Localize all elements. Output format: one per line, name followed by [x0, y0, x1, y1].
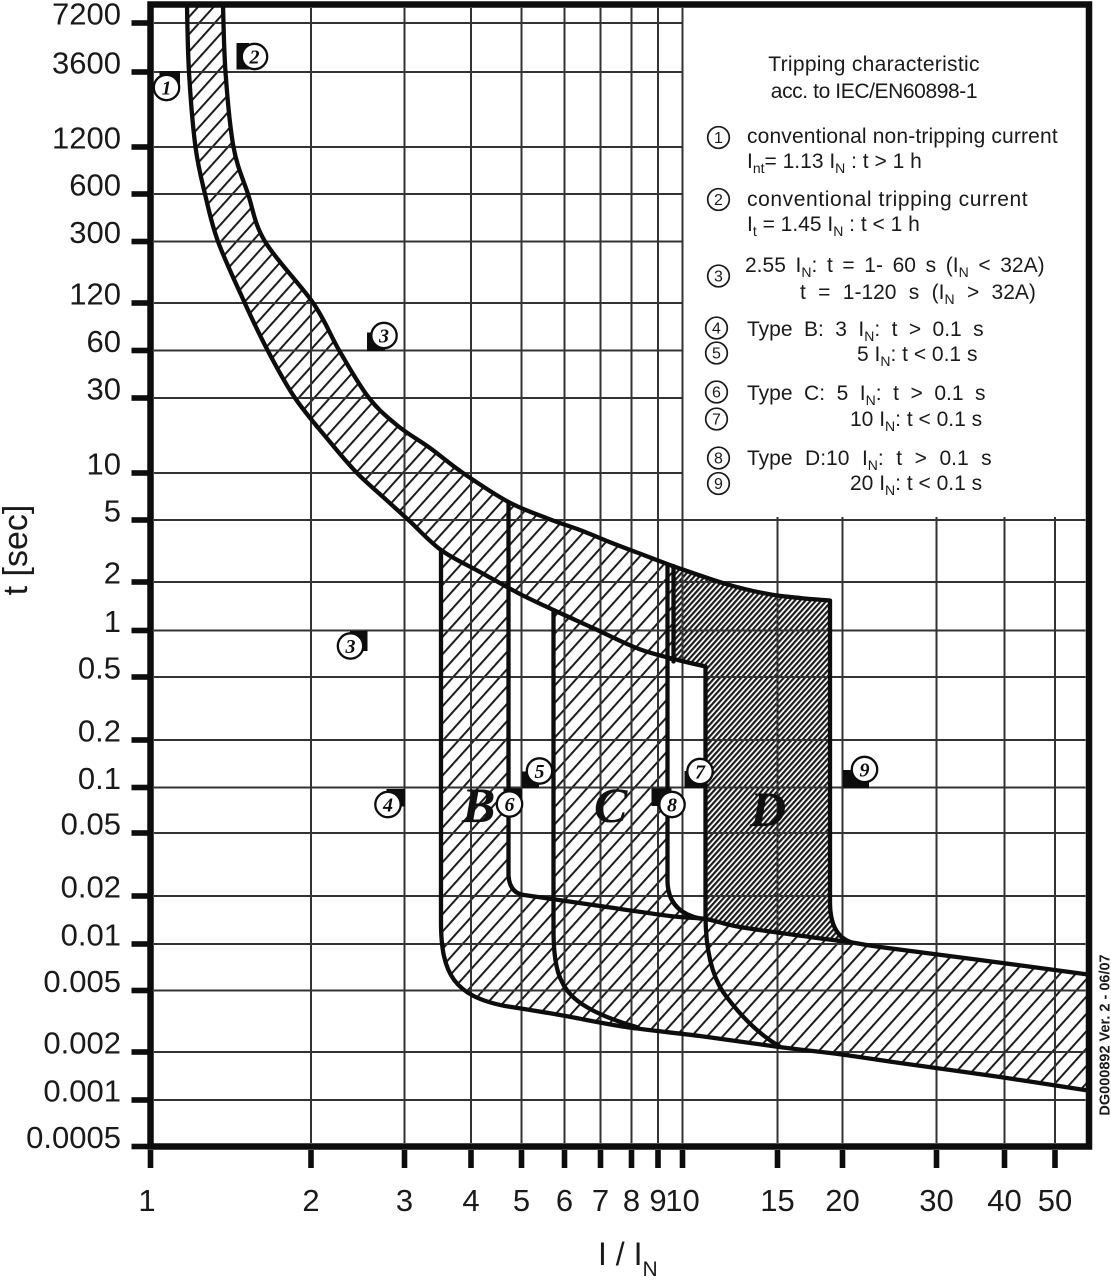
svg-text:t = 1-120 s (IN > 32A): t = 1-120 s (IN > 32A) [800, 281, 1036, 307]
svg-text:50: 50 [1038, 1183, 1072, 1218]
svg-text:5: 5 [712, 346, 721, 363]
svg-text:3: 3 [378, 326, 389, 348]
svg-text:0.02: 0.02 [61, 870, 121, 905]
svg-text:0.2: 0.2 [78, 714, 121, 749]
svg-text:0.01: 0.01 [61, 918, 121, 953]
svg-text:2: 2 [249, 47, 260, 69]
svg-text:3600: 3600 [52, 46, 121, 81]
svg-text:0.002: 0.002 [43, 1026, 121, 1061]
svg-text:4: 4 [382, 795, 393, 817]
svg-text:4: 4 [462, 1183, 479, 1218]
svg-text:4: 4 [712, 321, 721, 338]
svg-text:Tripping characteristic: Tripping characteristic [768, 53, 980, 76]
svg-text:8: 8 [667, 795, 677, 817]
svg-text:20: 20 [825, 1183, 859, 1218]
svg-text:120: 120 [69, 277, 121, 312]
svg-text:30: 30 [87, 372, 121, 407]
svg-text:6: 6 [712, 385, 721, 402]
svg-text:5 IN: t < 0.1 s: 5 IN: t < 0.1 s [857, 343, 977, 369]
svg-text:0.0005: 0.0005 [26, 1120, 121, 1155]
svg-text:acc. to IEC/EN60898-1: acc. to IEC/EN60898-1 [771, 80, 977, 103]
svg-text:0.1: 0.1 [78, 761, 121, 796]
svg-text:7: 7 [592, 1183, 609, 1218]
svg-text:conventional tripping current: conventional tripping current [747, 188, 1028, 211]
svg-text:7200: 7200 [52, 0, 121, 32]
svg-text:7: 7 [712, 412, 721, 429]
svg-text:7: 7 [695, 762, 706, 784]
svg-text:5: 5 [513, 1183, 530, 1218]
svg-text:conventional non-tripping curr: conventional non-tripping current [747, 125, 1058, 148]
svg-text:3: 3 [345, 636, 356, 658]
svg-text:0.5: 0.5 [78, 651, 121, 686]
svg-text:6: 6 [505, 794, 515, 816]
svg-text:2: 2 [714, 192, 723, 209]
svg-text:15: 15 [760, 1183, 794, 1218]
svg-text:2: 2 [104, 556, 121, 591]
svg-text:5: 5 [104, 494, 121, 529]
svg-text:10 IN: t < 0.1 s: 10 IN: t < 0.1 s [850, 408, 982, 434]
svg-text:1: 1 [162, 78, 172, 100]
svg-text:0.005: 0.005 [43, 964, 121, 999]
svg-text:5: 5 [535, 761, 545, 783]
svg-text:600: 600 [69, 168, 121, 203]
svg-text:6: 6 [556, 1183, 573, 1218]
svg-text:t [sec]: t [sec] [0, 505, 35, 596]
svg-text:40: 40 [987, 1183, 1021, 1218]
svg-text:Int= 1.13 IN : t > 1 h: Int= 1.13 IN : t > 1 h [747, 150, 922, 176]
svg-text:3: 3 [714, 269, 723, 286]
svg-text:DG000892 Ver. 2 - 06/07: DG000892 Ver. 2 - 06/07 [1098, 954, 1111, 1115]
svg-text:1: 1 [104, 604, 121, 639]
svg-text:10: 10 [665, 1183, 699, 1218]
svg-text:20 IN: t < 0.1 s: 20 IN: t < 0.1 s [850, 472, 982, 498]
svg-text:60: 60 [87, 324, 121, 359]
svg-text:0.05: 0.05 [61, 807, 121, 842]
svg-text:8: 8 [714, 451, 723, 468]
svg-text:D: D [749, 781, 786, 837]
svg-text:30: 30 [919, 1183, 953, 1218]
svg-text:2: 2 [302, 1183, 319, 1218]
svg-text:10: 10 [87, 447, 121, 482]
svg-text:8: 8 [623, 1183, 640, 1218]
svg-text:9: 9 [649, 1183, 666, 1218]
svg-text:9: 9 [860, 760, 870, 782]
svg-text:C: C [594, 777, 628, 833]
svg-text:300: 300 [69, 215, 121, 250]
svg-text:9: 9 [714, 476, 723, 493]
svg-text:1: 1 [714, 130, 723, 147]
svg-text:0.001: 0.001 [43, 1074, 121, 1109]
svg-text:2.55 IN: t = 1- 60 s (IN < 32A: 2.55 IN: t = 1- 60 s (IN < 32A) [745, 254, 1045, 280]
svg-text:1: 1 [138, 1183, 155, 1218]
svg-text:B: B [461, 777, 495, 833]
svg-text:3: 3 [396, 1183, 413, 1218]
svg-text:1200: 1200 [52, 121, 121, 156]
